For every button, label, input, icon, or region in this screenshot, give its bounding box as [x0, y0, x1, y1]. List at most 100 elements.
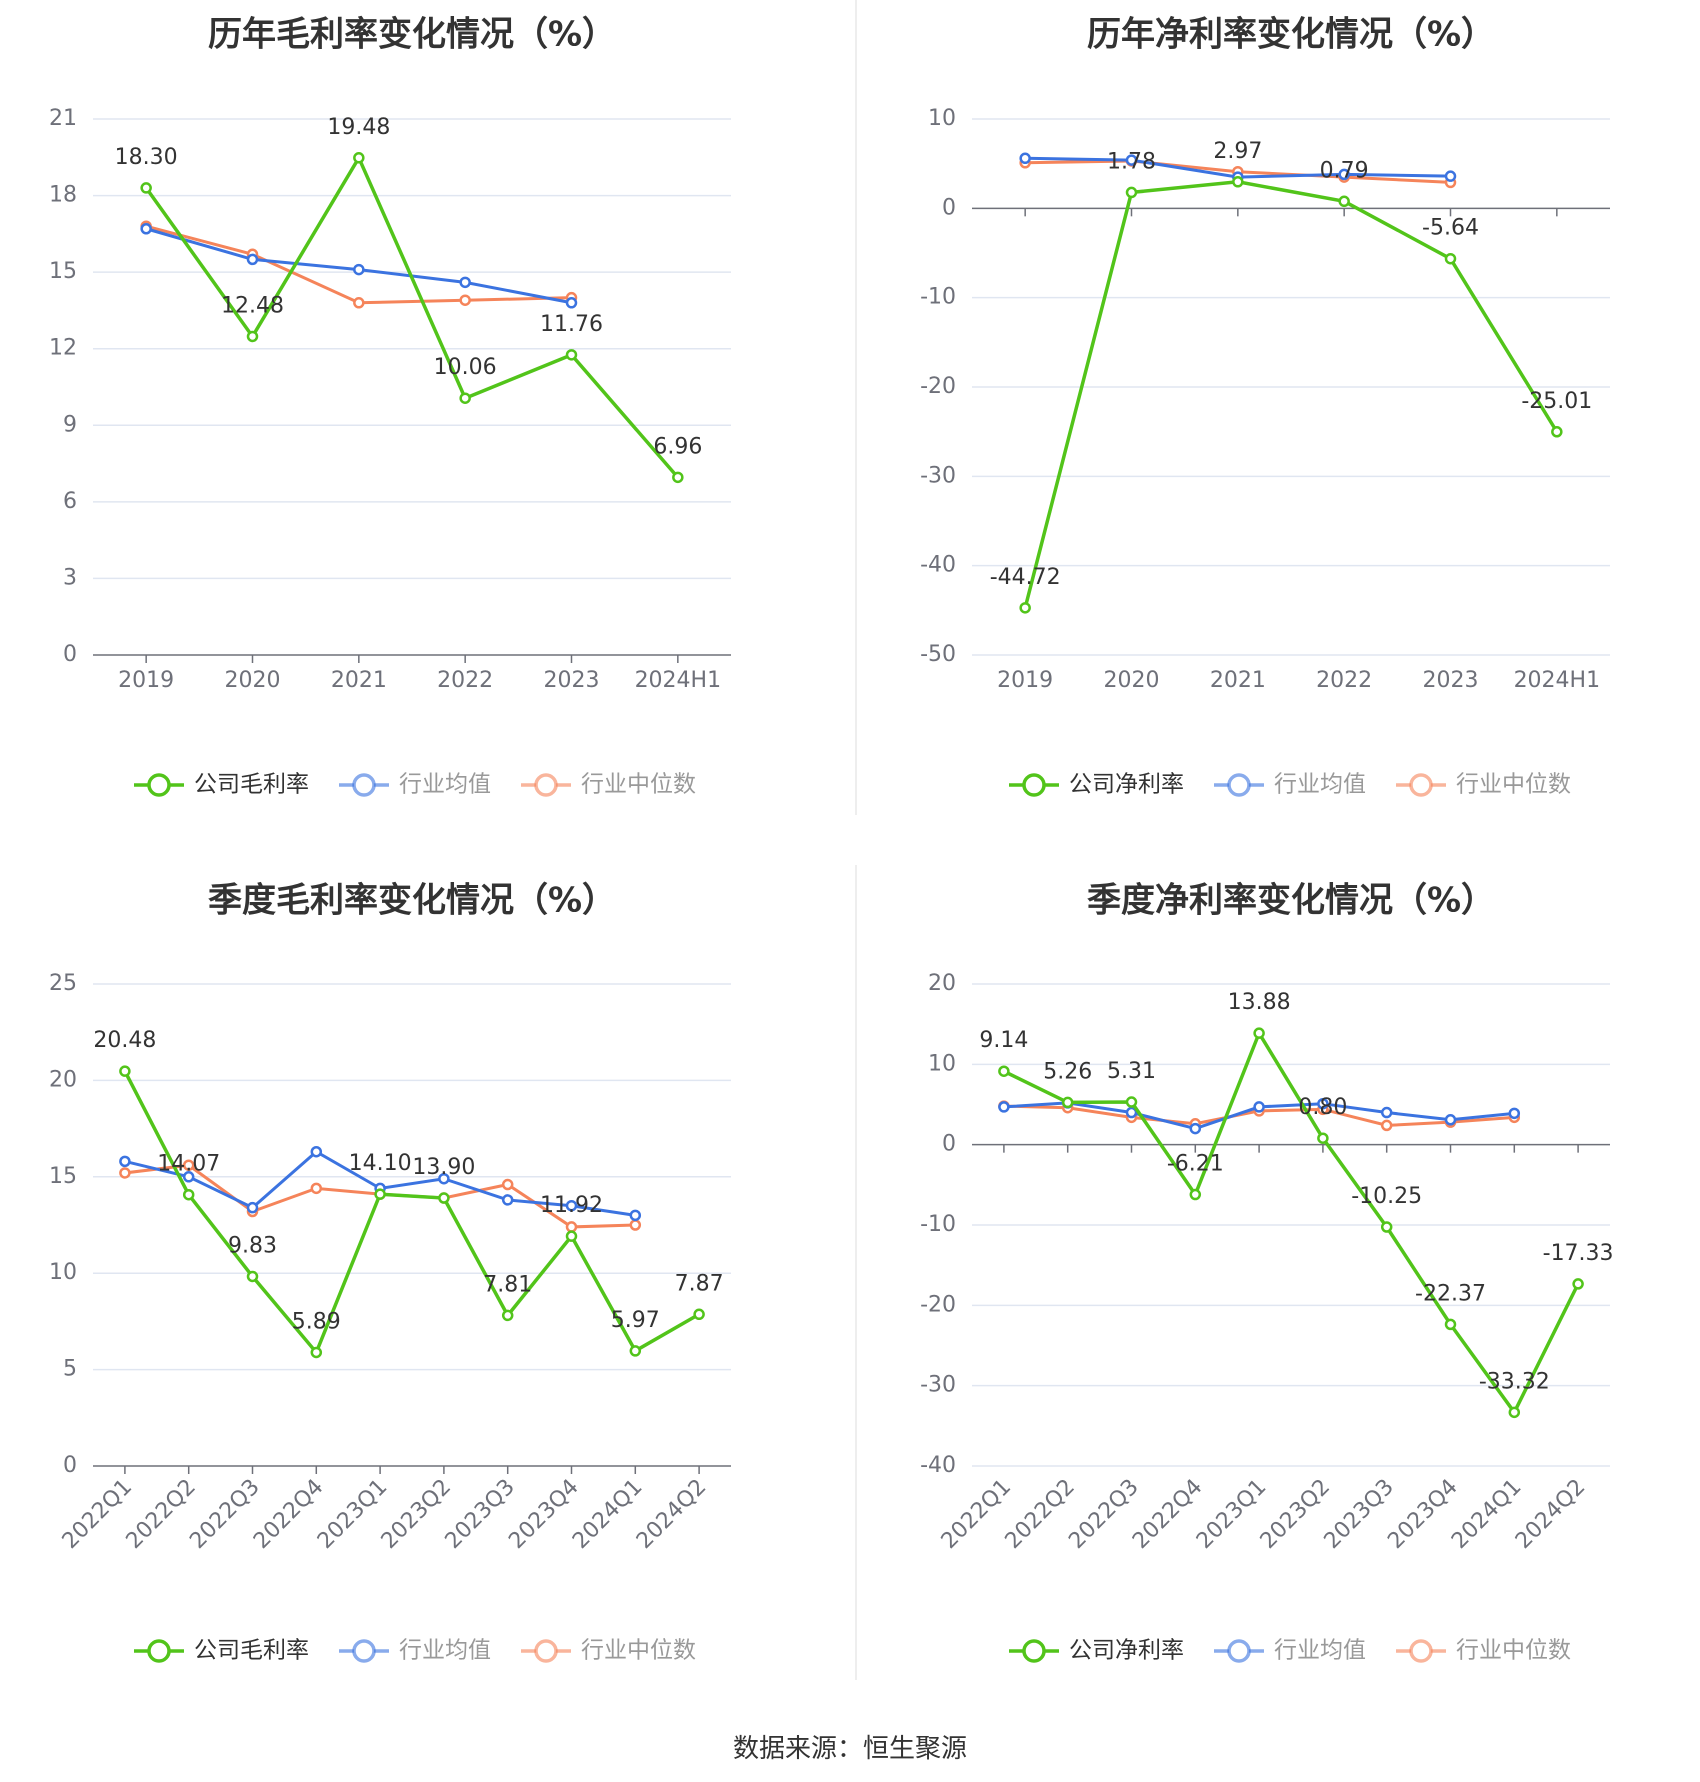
data-point: [1572, 1278, 1584, 1290]
data-label: 5.97: [611, 1308, 660, 1333]
y-tick-label: -40: [920, 553, 956, 578]
data-label: 7.81: [483, 1272, 532, 1297]
x-tick-label: 2024H1: [1514, 668, 1601, 693]
data-point: [1189, 1122, 1202, 1135]
data-point: [1253, 1027, 1265, 1039]
data-label: 10.06: [434, 355, 497, 380]
series-line-company: [1003, 1029, 1580, 1416]
data-label: 14.07: [157, 1152, 220, 1177]
legend-label: 公司净利率: [1069, 1638, 1184, 1664]
data-point: [1380, 1221, 1393, 1233]
data-point: [629, 1345, 642, 1357]
x-tick-label: 2022Q4: [249, 1475, 328, 1554]
data-point: [1444, 170, 1457, 182]
y-tick-label: 15: [49, 259, 77, 284]
legend-marker: [1022, 1639, 1046, 1663]
y-tick-label: 3: [63, 565, 77, 590]
y-tick-label: 5: [63, 1357, 77, 1382]
x-tick-label: 2024Q1: [568, 1475, 647, 1554]
data-label: 0.79: [1320, 158, 1369, 183]
data-point: [1338, 168, 1350, 181]
x-tick-label: 2023Q2: [1256, 1475, 1335, 1554]
legend-label: 行业中位数: [581, 1638, 696, 1664]
data-label: -5.64: [1422, 216, 1479, 241]
series-line-company: [123, 1070, 700, 1356]
legend: 公司毛利率 行业均值 行业中位数: [134, 772, 696, 798]
data-label: 9.14: [979, 1028, 1028, 1053]
data-point: [998, 1101, 1010, 1113]
legend-label: 公司净利率: [1069, 772, 1184, 798]
legend: 公司净利率 行业均值 行业中位数: [1009, 1638, 1571, 1664]
x-tick-label: 2022Q2: [122, 1475, 201, 1554]
series-line-company: [144, 153, 680, 479]
data-point: [1508, 1107, 1521, 1120]
x-tick-label: 2024Q1: [1447, 1475, 1526, 1554]
data-point: [565, 1199, 578, 1212]
data-point: [1338, 195, 1350, 208]
data-point: [1189, 1188, 1202, 1201]
y-tick-label: -40: [920, 1453, 956, 1478]
y-tick-label: -30: [920, 1373, 956, 1398]
y-tick-label: -50: [920, 642, 956, 667]
data-point: [1380, 1106, 1393, 1119]
y-tick-label: 0: [63, 642, 77, 667]
chart-title: 季度毛利率变化情况（%）: [208, 881, 616, 921]
data-point: [459, 276, 471, 289]
x-tick-label: 2024Q2: [1511, 1475, 1590, 1554]
data-point: [459, 294, 471, 306]
data-label: -33.32: [1479, 1369, 1550, 1394]
data-label: 6.96: [653, 434, 702, 459]
y-tick-label: -20: [920, 1292, 956, 1317]
data-label: 1.78: [1107, 149, 1156, 174]
annual-gross-margin-chart: 历年毛利率变化情况（%） 0 3 6 9 12 15 18 21 2019 2020 2021 2022…: [49, 15, 731, 798]
data-point: [310, 1145, 323, 1158]
data-point: [353, 297, 365, 309]
y-tick-label: 0: [942, 1132, 956, 1157]
data-point: [672, 471, 684, 484]
legend-label: 公司毛利率: [194, 1638, 309, 1664]
data-point: [501, 1194, 514, 1206]
legend-label: 行业均值: [399, 772, 491, 798]
y-tick-label: 10: [928, 106, 956, 131]
data-label: 20.48: [93, 1028, 156, 1053]
data-label: -17.33: [1543, 1241, 1614, 1266]
y-tick-label: 10: [928, 1051, 956, 1076]
series-line-company: [1023, 180, 1559, 609]
x-tick-label: 2022Q3: [185, 1475, 264, 1554]
x-tick-label: 2022Q1: [58, 1475, 137, 1554]
data-point: [1061, 1096, 1074, 1109]
y-tick-label: -30: [920, 463, 956, 488]
legend-marker: [1409, 773, 1433, 797]
x-tick-label: 2022: [437, 668, 493, 693]
x-tick-label: 2022Q1: [937, 1475, 1016, 1554]
data-point: [629, 1209, 642, 1222]
data-point: [246, 1201, 259, 1214]
data-point: [1551, 426, 1563, 438]
data-point: [140, 182, 152, 194]
data-point: [246, 253, 259, 266]
data-label: -22.37: [1415, 1281, 1486, 1306]
data-point: [1125, 1106, 1138, 1119]
x-tick-label: 2023Q3: [441, 1475, 520, 1554]
data-point: [119, 1155, 131, 1168]
data-point: [246, 1270, 259, 1283]
data-label: 7.87: [675, 1271, 724, 1296]
x-tick-label: 2020: [1104, 668, 1160, 693]
data-point: [1125, 1096, 1138, 1108]
quarterly-net-margin-chart: 季度净利率变化情况（%）-40-30-20-10010202022Q12022Q…: [920, 881, 1613, 1664]
data-label: 14.10: [349, 1151, 412, 1176]
data-point: [565, 297, 578, 309]
x-tick-label: 2022Q2: [1001, 1475, 1080, 1554]
data-point: [998, 1065, 1010, 1077]
data-point: [353, 263, 365, 276]
legend-marker: [352, 773, 376, 797]
x-tick-label: 2024Q2: [632, 1475, 711, 1554]
chart-title: 历年净利率变化情况（%）: [1087, 15, 1495, 55]
x-tick-label: 2021: [331, 668, 387, 693]
data-point: [629, 1219, 642, 1231]
data-label: 5.89: [292, 1309, 341, 1334]
data-point: [119, 1167, 131, 1179]
x-tick-label: 2020: [225, 668, 281, 693]
legend-label: 行业均值: [1274, 1638, 1366, 1664]
